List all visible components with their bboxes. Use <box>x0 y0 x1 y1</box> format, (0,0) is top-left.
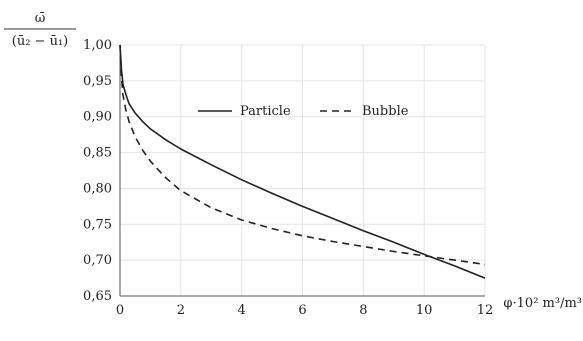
x-tick-label: 4 <box>238 303 246 318</box>
y-tick-label: 1,00 <box>83 38 112 53</box>
series-line-particle <box>119 44 486 279</box>
y-tick-labels: 0,65 0,70 0,75 0,80 0,85 0,90 0,95 1,00 <box>83 38 112 304</box>
x-tick-label: 10 <box>416 303 433 318</box>
x-tick-label: 2 <box>177 303 185 318</box>
y-tick-label: 0,65 <box>83 289 112 304</box>
y-tick-label: 0,70 <box>83 253 112 268</box>
x-tick-label: 0 <box>116 303 124 318</box>
x-tick-labels: 0 2 4 6 8 10 12 <box>116 303 493 318</box>
axes <box>119 45 485 297</box>
y-axis-label-denominator: (ū₂ − ū₁) <box>12 34 68 49</box>
x-tick-label: 6 <box>298 303 306 318</box>
y-tick-label: 0,75 <box>83 217 112 232</box>
y-tick-label: 0,85 <box>83 146 112 161</box>
x-axis-label: φ·10² m³/m³ <box>503 296 582 311</box>
y-tick-label: 0,80 <box>83 181 112 196</box>
x-tick-label: 8 <box>359 303 367 318</box>
legend: Particle Bubble <box>198 104 409 119</box>
legend-label-bubble: Bubble <box>362 104 409 119</box>
series-lines <box>119 44 486 279</box>
legend-label-particle: Particle <box>240 104 291 119</box>
x-tick-label: 12 <box>477 303 494 318</box>
y-tick-label: 0,95 <box>83 74 112 89</box>
y-tick-label: 0,90 <box>83 110 112 125</box>
y-axis-label-numerator: ω̄ <box>35 11 46 26</box>
y-axis-label: ω̄ (ū₂ − ū₁) <box>4 11 76 49</box>
grid <box>119 44 486 297</box>
series-line-bubble <box>119 44 486 266</box>
